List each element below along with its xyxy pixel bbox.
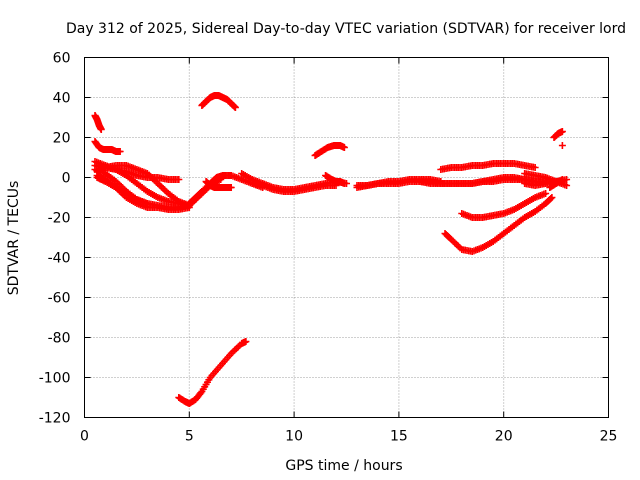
- data-point: [340, 144, 348, 151]
- series-trace-2: [91, 138, 124, 155]
- chart-title: Day 312 of 2025, Sidereal Day-to-day VTE…: [66, 21, 626, 37]
- y-tick-label: -60: [48, 291, 71, 307]
- y-tick-label: 20: [53, 131, 71, 147]
- data-point: [175, 176, 183, 183]
- grid-lines: [84, 57, 609, 418]
- series-trace-1: [91, 112, 105, 133]
- y-tick-label: -80: [48, 331, 71, 347]
- x-tick-label: 0: [80, 429, 89, 445]
- y-axis-label: SDTVAR / TECUs: [6, 181, 22, 296]
- series-trace-26: [558, 142, 566, 149]
- data-point: [558, 128, 566, 135]
- data-point: [231, 104, 239, 111]
- data-point: [558, 142, 566, 149]
- series-trace-20: [437, 160, 539, 173]
- y-tick-labels: -120 -100 -80 -60 -40 -20 0 20 40 60: [39, 51, 71, 427]
- data-point: [116, 148, 124, 155]
- x-tick-label: 25: [600, 429, 618, 445]
- series-trace-14: [248, 180, 340, 195]
- data-point: [548, 194, 556, 201]
- data-point: [531, 164, 539, 171]
- series-trace-10: [202, 178, 235, 191]
- y-tick-label: 40: [53, 91, 71, 107]
- series-trace-22: [458, 190, 550, 221]
- data-point: [558, 176, 566, 183]
- series-trace-15: [311, 142, 348, 159]
- x-tick-labels: 0 5 10 15 20 25: [80, 429, 617, 445]
- series-trace-25: [550, 128, 566, 141]
- plot-frame: [84, 57, 609, 418]
- x-tick-label: 20: [495, 429, 513, 445]
- data-point: [197, 389, 205, 397]
- series-trace-11: [198, 92, 239, 111]
- series-trace-8: [93, 162, 193, 209]
- data-point: [547, 195, 555, 202]
- series-trace-7: [93, 174, 151, 207]
- series-trace-27: [546, 176, 566, 191]
- series-trace-12: [175, 338, 250, 407]
- x-tick-label: 10: [285, 429, 303, 445]
- data-point: [97, 126, 105, 133]
- series-trace-23: [441, 194, 556, 255]
- axis-ticks: [84, 57, 609, 418]
- data-point: [242, 338, 250, 345]
- series-trace-19: [416, 174, 550, 187]
- x-tick-label: 5: [185, 429, 194, 445]
- data-point: [563, 182, 571, 189]
- data-point: [143, 200, 151, 207]
- y-tick-label: 60: [53, 51, 71, 67]
- data-point: [227, 184, 235, 191]
- x-tick-label: 15: [390, 429, 408, 445]
- y-tick-label: -20: [48, 211, 71, 227]
- data-point: [542, 190, 550, 197]
- x-axis-label: GPS time / hours: [285, 458, 402, 474]
- y-tick-label: -100: [39, 371, 71, 387]
- y-tick-label: 0: [62, 171, 71, 187]
- data-point: [340, 180, 348, 187]
- data-points: [91, 92, 571, 407]
- y-tick-label: -40: [48, 251, 71, 267]
- y-tick-label: -120: [39, 411, 71, 427]
- series-trace-16: [322, 172, 348, 187]
